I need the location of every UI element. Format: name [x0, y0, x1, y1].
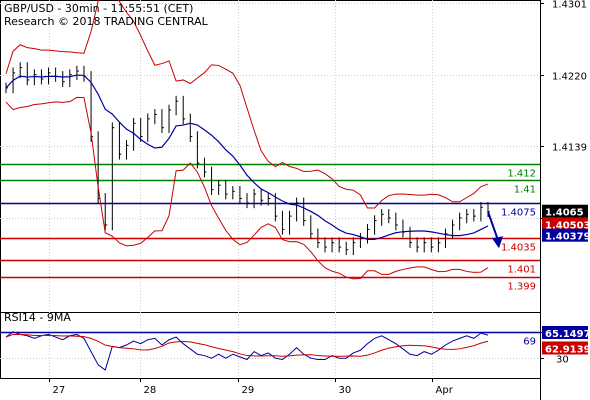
bollinger-upper-band	[5, 0, 489, 209]
rsi-level-label: 69	[523, 337, 536, 348]
rsi-tick-label: 30	[556, 355, 569, 366]
level-label: 1.399	[507, 282, 536, 293]
price-tag-box	[542, 204, 588, 218]
time-tick-label: 29	[242, 385, 255, 396]
price-tag-label: 1.40503	[545, 221, 590, 232]
price-tag-label: 1.40379	[545, 232, 590, 243]
chart-title: GBP/USD - 30min - 11:55:51 (CET)	[4, 2, 193, 15]
price-tag-label: 1.4065	[545, 208, 584, 219]
price-tick-label: 1.4220	[552, 72, 587, 83]
bollinger-lower-band	[5, 96, 489, 280]
time-tick-label: 27	[53, 385, 66, 396]
rsi-ma-line	[5, 333, 489, 357]
time-tick-label: 30	[339, 385, 352, 396]
level-label: 1.4035	[501, 243, 536, 254]
rsi-tag-label: 65.1497	[545, 329, 590, 340]
grid	[0, 0, 541, 400]
time-tick-label: Apr	[436, 385, 454, 396]
moving-average-line	[5, 74, 489, 240]
rsi-line	[5, 331, 489, 371]
level-label: 1.412	[507, 169, 536, 180]
plot-area	[5, 0, 503, 371]
time-tick-label: 28	[144, 385, 157, 396]
level-label: 1.4075	[501, 208, 536, 219]
rsi-tag-label: 62.9139	[545, 344, 590, 355]
time-axis: 27 28 29 30 Apr	[49, 378, 454, 396]
price-tick-label: 1.4139	[552, 143, 587, 154]
price-tick-label: 1.4301	[552, 0, 587, 11]
price-tag-box	[542, 217, 588, 231]
rsi-panel-frame	[0, 312, 541, 379]
main-panel-frame	[0, 0, 541, 313]
rsi-tag-box	[542, 326, 588, 340]
forecast-arrow-shaft	[487, 211, 499, 241]
level-lines: 1.412 1.41 1.4075 1.4035 1.401 1.399 69	[0, 163, 540, 348]
level-label: 1.401	[507, 265, 536, 276]
rsi-title: RSI14 - 9MA	[4, 311, 71, 324]
forecast-arrow-head	[492, 236, 503, 249]
level-label: 1.41	[514, 185, 536, 196]
chart-copyright: Research © 2018 TRADING CENTRAL	[4, 15, 209, 28]
rsi-tag-box	[542, 341, 588, 355]
price-tag-box	[542, 228, 588, 242]
